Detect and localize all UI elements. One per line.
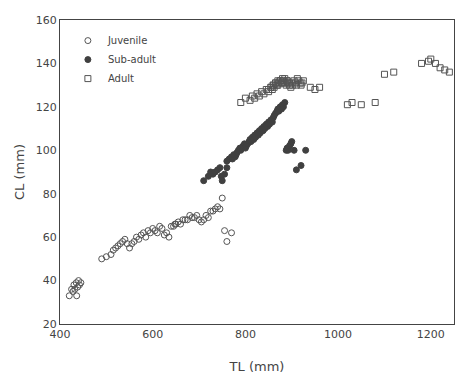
svg-text:600: 600 <box>142 328 163 341</box>
svg-text:60: 60 <box>43 231 57 244</box>
svg-text:80: 80 <box>43 188 57 201</box>
svg-text:Adult: Adult <box>108 73 134 84</box>
svg-text:100: 100 <box>36 144 57 157</box>
svg-text:Sub-adult: Sub-adult <box>108 54 156 65</box>
svg-text:120: 120 <box>36 101 57 114</box>
svg-text:CL (mm): CL (mm) <box>12 144 27 200</box>
svg-text:800: 800 <box>235 328 256 341</box>
svg-text:1000: 1000 <box>324 328 352 341</box>
svg-text:20: 20 <box>43 318 57 331</box>
svg-text:40: 40 <box>43 274 57 287</box>
svg-text:1200: 1200 <box>417 328 445 341</box>
svg-text:160: 160 <box>36 14 57 27</box>
svg-text:TL (mm): TL (mm) <box>229 359 285 374</box>
svg-text:Juvenile: Juvenile <box>107 35 147 46</box>
svg-text:140: 140 <box>36 57 57 70</box>
svg-text:400: 400 <box>50 328 71 341</box>
